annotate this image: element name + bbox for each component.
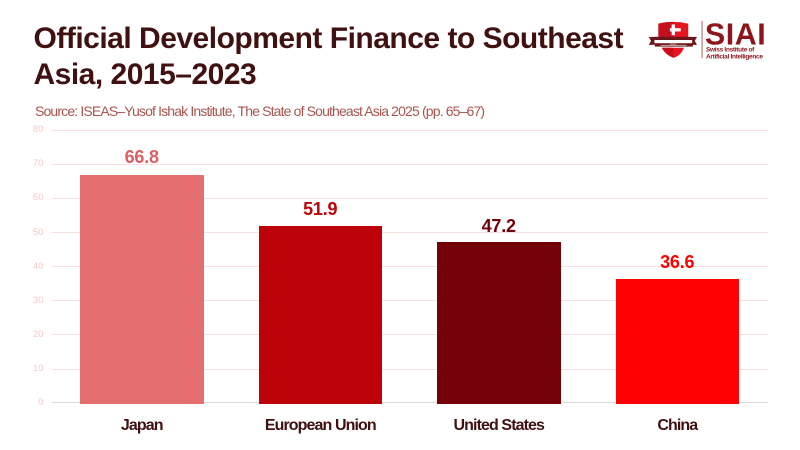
svg-text:Swiss Institute of: Swiss Institute of bbox=[706, 47, 755, 54]
svg-text:SIAI: SIAI bbox=[705, 18, 766, 51]
svg-text:Artificial Intelligence: Artificial Intelligence bbox=[706, 53, 763, 60]
